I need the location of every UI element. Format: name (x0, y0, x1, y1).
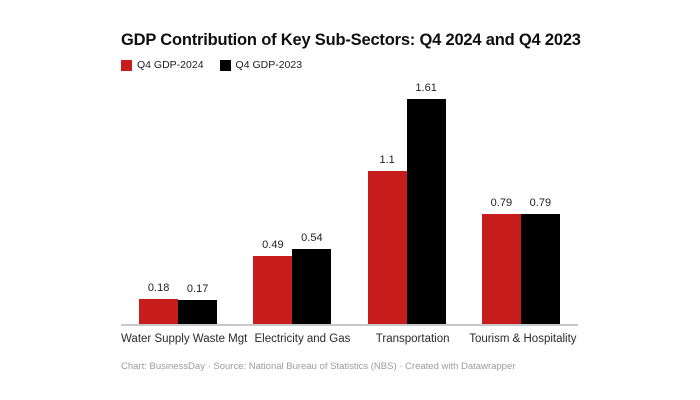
bar-value-label: 1.1 (379, 153, 395, 166)
bar-value-label: 0.79 (529, 196, 552, 209)
bar-q4-gdp-2024-water-supply-waste-mgt: 0.18 (139, 282, 179, 324)
bar-q4-gdp-2023-water-supply-waste-mgt: 0.17 (178, 283, 218, 324)
legend-item-q4-gdp-2023: Q4 GDP-2023 (219, 59, 303, 71)
x-axis-labels: Water Supply Waste Mgt Electricity and Ga… (121, 333, 578, 345)
x-axis-label-water-supply-waste-mgt: Water Supply Waste Mgt (121, 333, 248, 345)
chart-title: GDP Contribution of Key Sub-Sectors: Q4 … (121, 31, 581, 49)
bar-q4-gdp-2023-transportation: 1.61 (406, 82, 446, 324)
bar-value-label: 0.17 (186, 283, 209, 296)
legend-swatch-q4-gdp-2023 (219, 60, 231, 71)
bar-value-label: 0.49 (262, 238, 284, 251)
attribution-footer: Chart: BusinessDay · Source: National Bu… (121, 361, 516, 372)
bar-group-electricity-and-gas: 0.49 0.54 (235, 90, 349, 324)
legend-label-q4-gdp-2024: Q4 GDP-2024 (137, 59, 204, 71)
legend-item-q4-gdp-2024: Q4 GDP-2024 (121, 60, 204, 71)
bar-value-label: 0.18 (147, 281, 170, 294)
bar-value-label: 0.54 (301, 231, 323, 244)
legend-swatch-q4-gdp-2024 (121, 60, 132, 71)
bar-q4-gdp-2023-electricity-and-gas: 0.54 (292, 232, 332, 324)
chart-legend: Q4 GDP-2024 Q4 GDP-2023 (121, 60, 578, 71)
bar-q4-gdp-2023-tourism-hospitality: 0.79 (520, 197, 560, 324)
bar-group-tourism-hospitality: 0.79 0.79 (464, 90, 578, 324)
legend-label-q4-gdp-2023: Q4 GDP-2023 (235, 59, 303, 71)
bar-value-label: 0.79 (490, 196, 513, 209)
bar-value-label: 1.61 (415, 82, 437, 95)
x-axis-label-tourism-hospitality: Tourism & Hospitality (469, 333, 577, 345)
plot-area: 0.18 0.17 0.49 0.54 1.1 1.61 0.79 0.79 (121, 82, 578, 326)
x-axis-label-electricity-and-gas: Electricity and Gas (254, 333, 351, 345)
bar-q4-gdp-2024-electricity-and-gas: 0.49 (253, 239, 293, 324)
gdp-sub-sectors-chart: GDP Contribution of Key Sub-Sectors: Q4 … (121, 30, 581, 372)
x-axis-label-transportation: Transportation (375, 333, 450, 345)
bar-q4-gdp-2024-tourism-hospitality: 0.79 (481, 197, 521, 324)
bar-q4-gdp-2024-transportation: 1.1 (367, 154, 407, 324)
bar-group-transportation: 1.1 1.61 (350, 82, 464, 324)
bar-group-water-supply-waste-mgt: 0.18 0.17 (121, 90, 235, 324)
